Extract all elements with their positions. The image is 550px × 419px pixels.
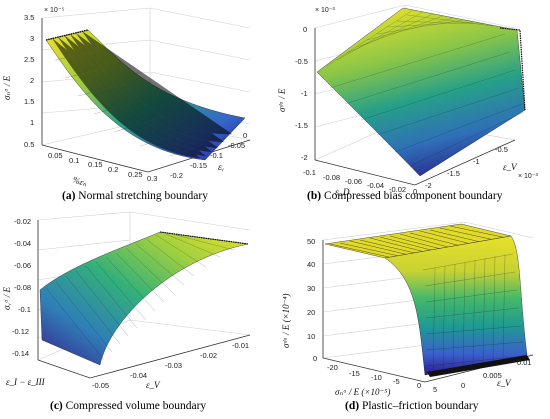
x-axis-label: ε_I − ε_III <box>6 377 46 387</box>
z-tick: 2 <box>30 76 34 85</box>
y-tick: -0.05 <box>92 381 109 390</box>
z-tick: 0 <box>303 25 307 34</box>
z-tick: 10 <box>307 332 315 341</box>
z-tick: 0.5 <box>24 140 34 149</box>
x-tick: 0 <box>417 381 421 390</box>
z-tick: -0.1 <box>18 305 31 314</box>
z-tick: 3.5 <box>24 13 34 22</box>
y-tick: -0.01 <box>232 341 249 350</box>
panel-a: × 10⁻⁵ 0.5 1 1.5 2 2.5 3 3.5 σₙᵃ / E 0.0… <box>0 0 275 210</box>
x-axis-label: ε_D <box>335 187 350 197</box>
z-tick: 50 <box>307 237 315 246</box>
y-tick: -0.1 <box>210 151 223 160</box>
x-tick: -0.1 <box>303 168 316 177</box>
x-tick: -0.04 <box>367 181 384 190</box>
y-tick: -1.5 <box>447 169 460 178</box>
x-tick: -0.08 <box>323 173 340 182</box>
y-tick: 0 <box>461 381 465 390</box>
y-tick: -2 <box>425 181 432 190</box>
surface-b <box>316 7 526 177</box>
panel-b: × 10⁻³ × 10⁻³ 0 -0.5 -1 -1.5 -2 σᵈᵃ / E … <box>275 0 550 210</box>
surface-plot-a: × 10⁻⁵ 0.5 1 1.5 2 2.5 3 3.5 σₙᵃ / E 0.0… <box>2 7 251 189</box>
x-tick: -20 <box>327 363 338 372</box>
x-tick: -0.02 <box>389 185 406 194</box>
surface-plot-d: 50 40 30 20 10 0 σᵈᵃ / E (×10⁻⁴) -20 -15… <box>281 221 534 397</box>
x-axis-label: %εₙ <box>71 174 88 188</box>
surface-d-wall <box>384 235 528 376</box>
surface-plot-b: × 10⁻³ × 10⁻³ 0 -0.5 -1 -1.5 -2 σᵈᵃ / E … <box>277 4 539 197</box>
z-axis-label: σᵈᵃ / E (×10⁻⁴) <box>281 293 291 348</box>
y-axis-label: ε_V <box>146 380 161 390</box>
z-tick: -0.02 <box>14 217 31 226</box>
exponent-a: × 10⁻⁵ <box>44 7 65 14</box>
x-tick: -10 <box>371 373 382 382</box>
z-tick: -0.14 <box>12 349 29 358</box>
y-tick: 0 <box>243 131 247 140</box>
z-axis-label: σₙᵃ / E <box>2 75 12 100</box>
y-tick: -0.5 <box>495 145 508 154</box>
x-tick: 0.3 <box>147 174 157 183</box>
z-tick: 20 <box>307 308 315 317</box>
x-tick: 0.15 <box>88 160 103 169</box>
y-tick: -0.2 <box>170 171 183 180</box>
exponent-b: × 10⁻³ <box>315 7 336 14</box>
x-axis-label: σₙᵃ / E (×10⁻⁵) <box>335 387 390 397</box>
y-tick: -0.03 <box>165 361 182 370</box>
y-axis-label: ε_V <box>503 162 518 172</box>
caption-b: (b) Compressed bias component boundary <box>307 190 503 202</box>
x-tick: 0 <box>413 187 417 196</box>
z-tick: -1.5 <box>295 121 308 130</box>
z-tick: 0 <box>313 354 317 363</box>
z-tick: -0.12 <box>12 327 29 336</box>
y-tick: 0.005 <box>483 371 502 380</box>
y-tick: -0.05 <box>228 141 245 150</box>
y-tick: -0.04 <box>130 371 147 380</box>
z-tick: -0.5 <box>295 57 308 66</box>
x-tick: -5 <box>393 377 400 386</box>
x-tick: 0.25 <box>128 170 143 179</box>
y-tick: -0.15 <box>190 161 207 170</box>
x-tick: 0.2 <box>108 165 118 174</box>
z-tick: 30 <box>307 284 315 293</box>
surface-plot-c: -0.02 -0.04 -0.06 -0.08 -0.1 -0.12 -0.14… <box>2 211 251 390</box>
z-tick: 1.5 <box>24 97 34 106</box>
y-tick: 0.01 <box>517 358 532 367</box>
z-tick: 1 <box>30 118 34 127</box>
z-tick: -0.08 <box>14 283 31 292</box>
z-axis-label: σᵈᵃ / E <box>277 88 287 112</box>
x-tick: 0.05 <box>48 151 63 160</box>
panel-c: -0.02 -0.04 -0.06 -0.08 -0.1 -0.12 -0.14… <box>0 210 275 419</box>
y-tick: -1 <box>473 157 480 166</box>
panel-d: 50 40 30 20 10 0 σᵈᵃ / E (×10⁻⁴) -20 -15… <box>275 210 550 419</box>
z-axis-label: σᵥᵃ / E <box>2 286 12 310</box>
z-tick: -0.06 <box>14 261 31 270</box>
surface-c <box>39 231 249 366</box>
y-axis-label: ε_V <box>497 378 512 388</box>
x-tick: 0.1 <box>69 156 79 165</box>
y-axis-label: εᵥ <box>218 162 225 172</box>
caption-a: (a) Normal stretching boundary <box>62 190 208 202</box>
z-tick: -0.04 <box>14 239 31 248</box>
y-tick: -0.02 <box>200 351 217 360</box>
x-tick: -15 <box>349 369 360 378</box>
z-tick: 2.5 <box>24 55 34 64</box>
caption-c: (c) Compressed volume boundary <box>50 400 207 412</box>
z-tick: -1 <box>301 89 308 98</box>
z-tick: 40 <box>307 260 315 269</box>
caption-d: (d) Plastic–friction boundary <box>345 400 479 412</box>
exponent-b2: × 10⁻³ <box>518 173 539 180</box>
x-tick: 5 <box>433 385 437 394</box>
z-tick: -2 <box>301 153 308 162</box>
z-tick: 3 <box>30 34 34 43</box>
x-tick: -0.06 <box>345 177 362 186</box>
